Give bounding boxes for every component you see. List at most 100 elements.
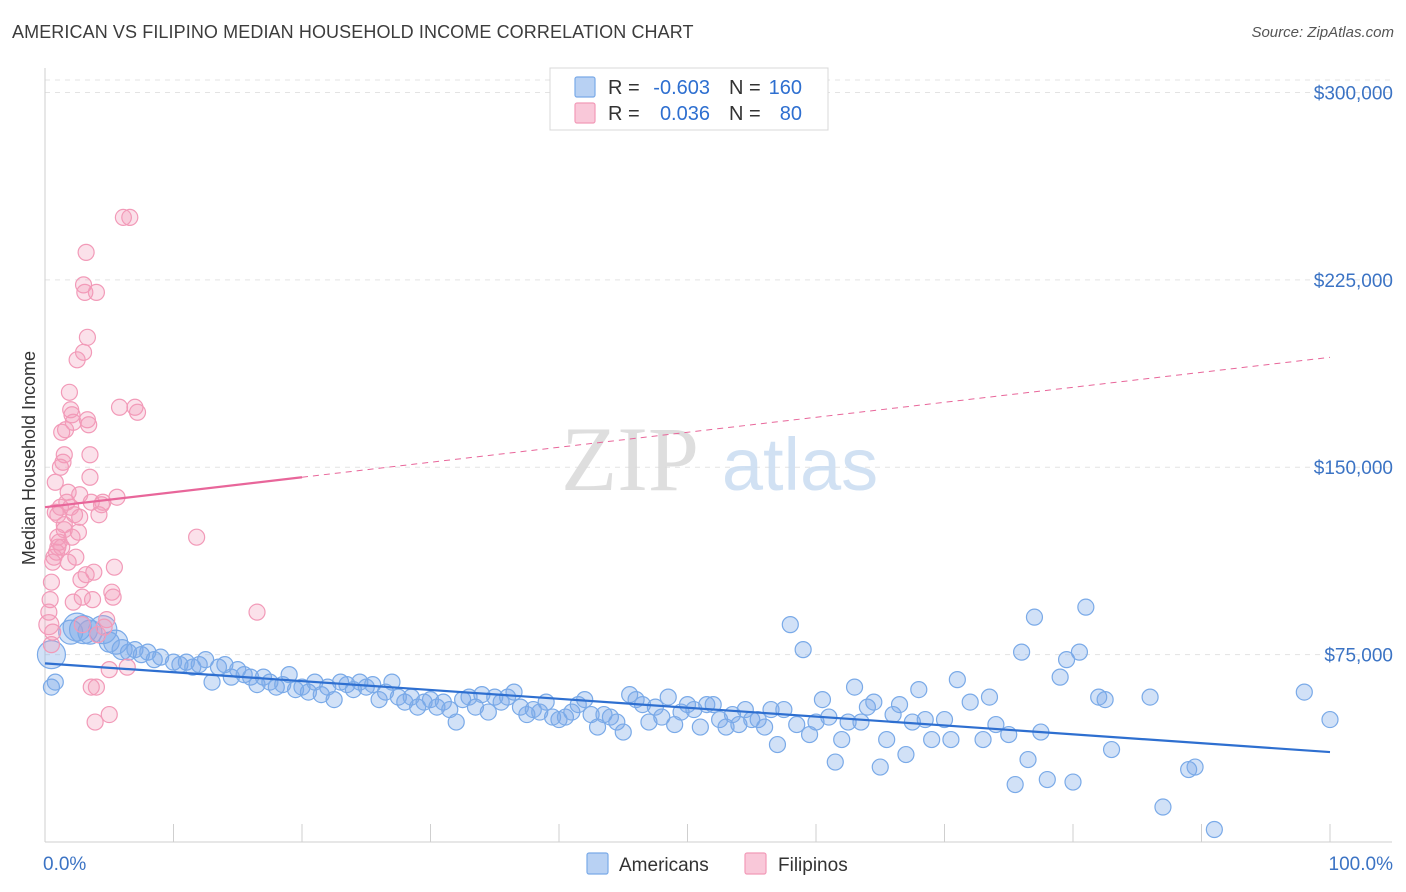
american-point-137: [942, 730, 960, 749]
american-point-153: [1070, 643, 1089, 661]
filipino-point-41: [81, 468, 99, 486]
american-point-130: [890, 695, 909, 714]
american-point-151: [1057, 651, 1076, 669]
american-point-105: [730, 715, 748, 734]
legend-r-label-2: R =: [608, 103, 640, 125]
filipino-point-42: [81, 446, 99, 464]
american-point-152: [1064, 773, 1082, 791]
american-point-66: [479, 703, 497, 721]
legend-n-label-2: N =: [729, 103, 761, 125]
watermark: ZIP atlas: [561, 408, 878, 510]
american-point-61: [447, 713, 465, 731]
american-point-141: [980, 688, 999, 706]
filipino-trend-line-dashed: [301, 356, 1331, 478]
american-point-135: [923, 730, 941, 749]
american-point-154: [1077, 598, 1095, 616]
american-point-16: [152, 648, 170, 666]
american-point-133: [910, 680, 928, 699]
filipino-point-74: [53, 538, 71, 556]
american-point-159: [1154, 798, 1172, 816]
filipino-point-2: [42, 636, 61, 654]
data-points: [36, 208, 1339, 839]
filipino-point-57: [105, 558, 123, 576]
american-point-157: [1102, 740, 1121, 759]
chart-title: AMERICAN VS FILIPINO MEDIAN HOUSEHOLD IN…: [12, 22, 694, 42]
filipino-point-55: [100, 661, 118, 679]
american-point-120: [826, 753, 844, 771]
american-point-138: [948, 671, 966, 689]
y-tick-label-2: $225,000: [1314, 271, 1393, 292]
american-point-118: [813, 690, 832, 709]
legend-r-value-1: -0.603: [653, 77, 710, 99]
american-point-94: [659, 688, 677, 706]
filipino-point-72: [41, 591, 59, 609]
y-tick-labels: $75,000 $150,000 $225,000 $300,000: [1314, 83, 1393, 666]
filipino-point-79: [77, 566, 95, 584]
filipino-point-37: [77, 243, 95, 261]
american-point-145: [1012, 643, 1031, 661]
american-point-70: [505, 683, 523, 701]
filipino-point-46: [86, 713, 104, 731]
american-point-136: [935, 710, 954, 729]
filipino-point-53: [98, 611, 116, 629]
american-point-162: [1205, 820, 1223, 839]
filipino-point-61: [118, 658, 136, 676]
legend-n-value-1: 160: [769, 77, 802, 99]
american-point-139: [961, 693, 979, 711]
legend-n-value-2: 80: [780, 103, 802, 125]
american-point-163: [1295, 683, 1313, 701]
source-label: Source: ZipAtlas.com: [1251, 24, 1394, 41]
american-point-126: [865, 693, 883, 711]
american-point-93: [653, 708, 671, 726]
filipino-point-75: [64, 593, 82, 611]
american-point-91: [640, 713, 658, 731]
american-point-114: [788, 715, 806, 734]
american-point-99: [691, 718, 709, 736]
legend-swatch-filipinos: [574, 102, 596, 124]
watermark-atlas: atlas: [722, 423, 878, 506]
filipino-point-7: [46, 473, 64, 491]
y-axis-label: Median Household Income: [19, 351, 39, 565]
american-point-38: [299, 683, 318, 701]
watermark-zip: ZIP: [561, 408, 699, 510]
american-point-113: [781, 616, 799, 634]
american-point-86: [608, 713, 626, 731]
filipino-point-43: [82, 678, 100, 696]
filipino-trend-line-solid: [44, 476, 303, 509]
bottom-legend-americans: Americans: [619, 855, 709, 876]
american-trend-line: [44, 662, 1331, 754]
bottom-legend-swatch-filipinos: [744, 852, 767, 875]
y-tick-label-0: $75,000: [1324, 646, 1393, 667]
american-point-42: [325, 690, 343, 709]
y-tick-label-3: $300,000: [1314, 83, 1393, 104]
legend: R = -0.603 N = 160 R = 0.036 N = 80: [549, 67, 829, 131]
trend-lines: [44, 356, 1331, 754]
filipino-point-73: [44, 623, 62, 641]
american-point-106: [736, 700, 754, 719]
american-point-161: [1186, 758, 1204, 776]
filipino-point-16: [55, 446, 73, 464]
american-point-111: [768, 735, 787, 754]
filipino-point-48: [87, 283, 106, 301]
filipino-point-60: [114, 208, 132, 227]
american-point-147: [1025, 608, 1044, 626]
filipino-point-33: [73, 588, 91, 606]
filipino-point-3: [42, 573, 61, 591]
american-point-164: [1321, 710, 1339, 729]
american-point-158: [1141, 688, 1159, 706]
filipino-point-66: [248, 603, 266, 621]
filipino-point-63: [126, 398, 144, 416]
american-point-149: [1038, 770, 1056, 789]
x-tick-labels: 0.0% 100.0%: [43, 854, 1393, 875]
american-point-23: [203, 673, 221, 691]
legend-r-label-1: R =: [608, 77, 640, 99]
filipino-point-62: [121, 208, 139, 227]
american-point-117: [807, 713, 825, 731]
american-point-35: [280, 666, 298, 684]
filipino-point-47: [87, 678, 106, 696]
american-point-115: [794, 641, 812, 659]
filipino-point-59: [110, 398, 129, 416]
bottom-legend-swatch-americans: [586, 852, 609, 875]
filipino-point-77: [89, 626, 107, 644]
x-tick-label-1: 100.0%: [1329, 854, 1394, 875]
